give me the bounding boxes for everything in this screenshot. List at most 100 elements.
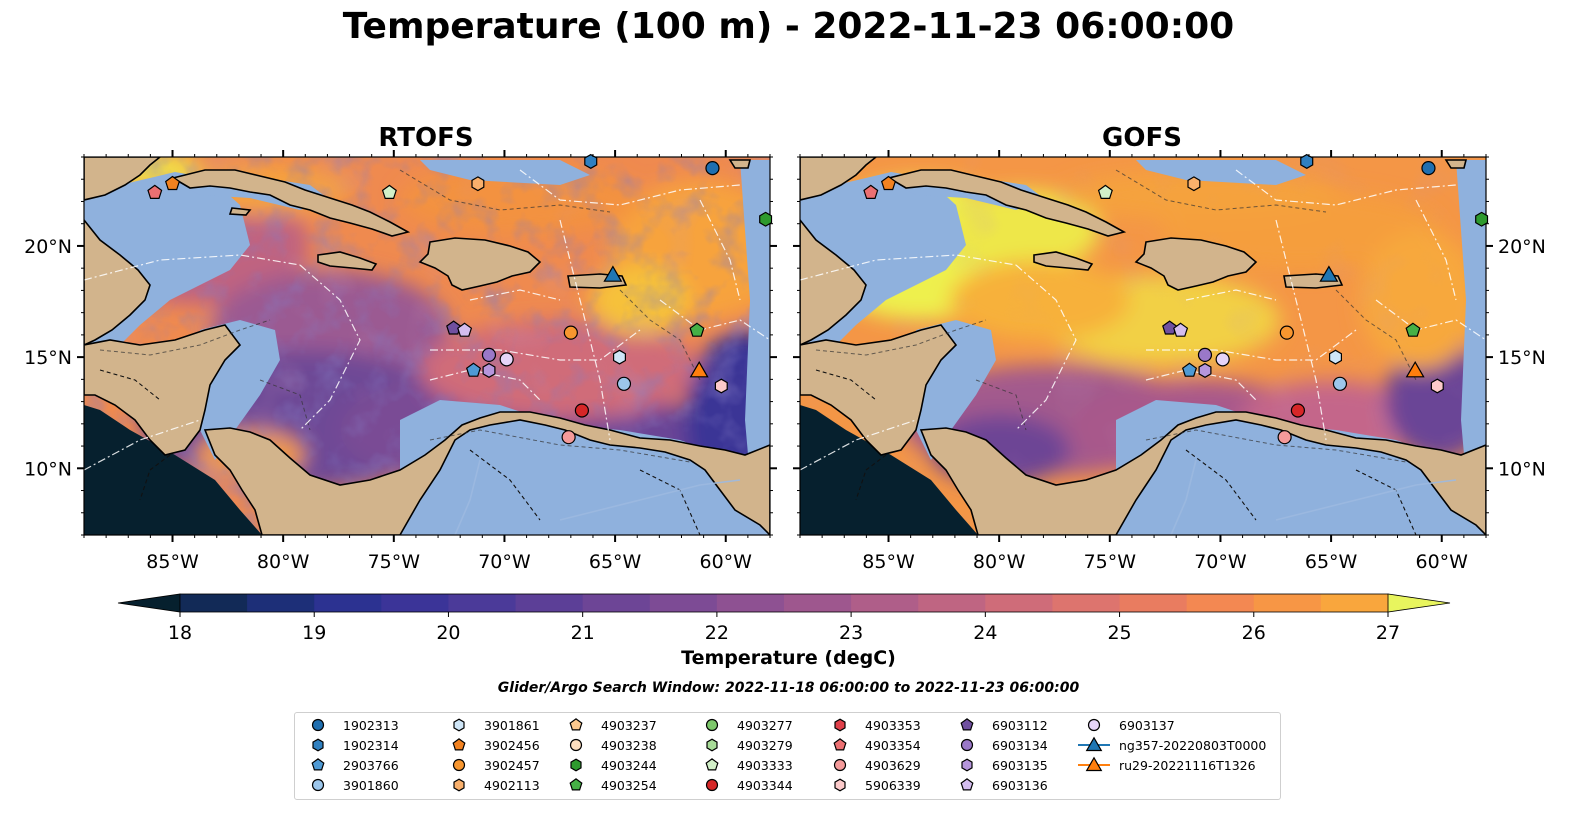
legend-label: 4903277 bbox=[737, 717, 793, 733]
legend-label: 4903353 bbox=[865, 717, 921, 733]
legend-marker bbox=[1078, 756, 1110, 772]
float-4903629 bbox=[561, 430, 576, 445]
gofs-panel-title: GOFS bbox=[1102, 123, 1182, 153]
colorbar-segment bbox=[985, 594, 1053, 612]
colorbar-tick-label: 26 bbox=[1242, 622, 1266, 640]
legend-label: ru29-20221116T1326 bbox=[1119, 757, 1256, 773]
legend-item: 5906339 bbox=[823, 775, 921, 795]
legend-float-marker bbox=[452, 738, 466, 751]
legend-marker bbox=[312, 738, 324, 752]
legend-item: 6903136 bbox=[950, 775, 1048, 795]
colorbar-tick-label: 18 bbox=[168, 622, 192, 640]
x-tick-label: 85°W bbox=[862, 551, 915, 573]
legend-item: 4903238 bbox=[559, 735, 657, 755]
legend-item: 4903353 bbox=[823, 715, 921, 735]
float-3902457 bbox=[1279, 325, 1294, 340]
legend-float-marker bbox=[833, 738, 847, 751]
colorbar-extend-low bbox=[117, 593, 181, 613]
legend-label: 4903244 bbox=[601, 757, 657, 773]
float-6903134 bbox=[481, 347, 497, 362]
legend-marker bbox=[311, 718, 325, 732]
legend-item: 4903333 bbox=[695, 755, 793, 775]
rtofs-eez-lines bbox=[84, 169, 770, 471]
float-4903254 bbox=[689, 322, 705, 337]
gofs-frame bbox=[799, 156, 1487, 536]
float-3901861 bbox=[612, 349, 627, 365]
legend-label: 1902313 bbox=[343, 717, 399, 733]
legend-label: 5906339 bbox=[865, 777, 921, 793]
float-2903766 bbox=[1181, 362, 1198, 377]
gofs-bathy-contours bbox=[815, 169, 1417, 463]
legend-label: 6903134 bbox=[992, 737, 1048, 753]
legend-float-marker bbox=[311, 718, 325, 732]
legend-marker bbox=[834, 778, 846, 792]
rtofs-land bbox=[84, 157, 770, 535]
legend-item: 6903135 bbox=[950, 755, 1048, 775]
float-6903136 bbox=[457, 322, 473, 337]
legend-label: 3902457 bbox=[484, 757, 540, 773]
search-window-note: Glider/Argo Search Window: 2022-11-18 06… bbox=[497, 680, 1080, 696]
legend-glider-marker bbox=[1085, 736, 1103, 752]
legend-item: 4903254 bbox=[559, 775, 657, 795]
legend-item: 4903629 bbox=[823, 755, 921, 775]
float-6903136 bbox=[1173, 322, 1189, 337]
glider-ng357-20220803T0000 bbox=[1319, 265, 1339, 282]
y-tick-label: 15°N bbox=[1498, 347, 1546, 369]
legend-item: 4903277 bbox=[695, 715, 793, 735]
colorbar-segment bbox=[1052, 594, 1121, 612]
float-4903354 bbox=[147, 184, 163, 199]
legend-float-marker bbox=[1087, 718, 1101, 732]
legend-float-marker bbox=[705, 718, 719, 732]
x-tick-label: 60°W bbox=[700, 551, 753, 573]
glider-ru29-20221116T1326 bbox=[689, 361, 709, 378]
colorbar-segment bbox=[180, 594, 248, 612]
float-1902313 bbox=[705, 161, 720, 176]
colorbar-tick-label: 19 bbox=[302, 622, 326, 640]
legend-marker bbox=[570, 758, 582, 772]
float-4903333 bbox=[381, 184, 397, 199]
legend-item: 4902113 bbox=[442, 775, 540, 795]
float-1902314 bbox=[1300, 153, 1314, 169]
rtofs-axes: 85°W 80°W 75°W 70°W 65°W 60°W 10°N 15°N 20°N bbox=[24, 150, 777, 573]
legend-label: 4903254 bbox=[601, 777, 657, 793]
legend-float-marker bbox=[834, 778, 846, 792]
x-tick-label: 70°W bbox=[1194, 551, 1247, 573]
x-tick-label: 65°W bbox=[1305, 551, 1358, 573]
y-tick-label: 15°N bbox=[24, 347, 72, 369]
rtofs-map: RTOFS bbox=[24, 123, 777, 573]
map-panels: RTOFS bbox=[24, 123, 1546, 640]
legend-marker bbox=[705, 758, 719, 771]
legend-marker bbox=[960, 778, 974, 791]
legend-marker bbox=[311, 758, 325, 771]
float-4903244 bbox=[1475, 211, 1489, 227]
float-3902457 bbox=[563, 325, 578, 340]
legend-marker bbox=[569, 778, 583, 791]
rtofs-frame bbox=[83, 156, 771, 536]
float-5906339 bbox=[1430, 378, 1444, 394]
float-6903112 bbox=[446, 320, 462, 335]
legend-item: 4903237 bbox=[559, 715, 657, 735]
legend-marker bbox=[705, 778, 719, 792]
legend-item: 1902314 bbox=[301, 735, 399, 755]
float-4903344 bbox=[574, 403, 590, 418]
float-4903629 bbox=[1277, 430, 1292, 445]
legend-float-marker bbox=[961, 758, 973, 772]
x-tick-label: 70°W bbox=[478, 551, 531, 573]
colorbar-segment bbox=[247, 594, 315, 612]
legend-float-marker bbox=[311, 758, 325, 771]
legend-float-marker bbox=[960, 718, 974, 731]
legend-marker bbox=[452, 738, 466, 751]
legend-label: 3902456 bbox=[484, 737, 540, 753]
colorbar-segment bbox=[582, 594, 651, 612]
float-3902456 bbox=[880, 175, 897, 191]
legend-float-marker bbox=[312, 738, 324, 752]
legend-float-marker bbox=[833, 758, 847, 772]
float-4902113 bbox=[1187, 176, 1201, 192]
glider-ng357-20220803T0000 bbox=[603, 265, 623, 282]
gofs-map: GOFS bbox=[793, 123, 1546, 573]
legend-float-marker bbox=[453, 778, 465, 792]
float-4903333 bbox=[1097, 184, 1113, 199]
gofs-axes: 85°W 80°W 75°W 70°W 65°W 60°W 10°N 15°N 20°N bbox=[793, 150, 1546, 573]
float-1902314 bbox=[584, 153, 598, 169]
legend-label: 6903112 bbox=[992, 717, 1048, 733]
